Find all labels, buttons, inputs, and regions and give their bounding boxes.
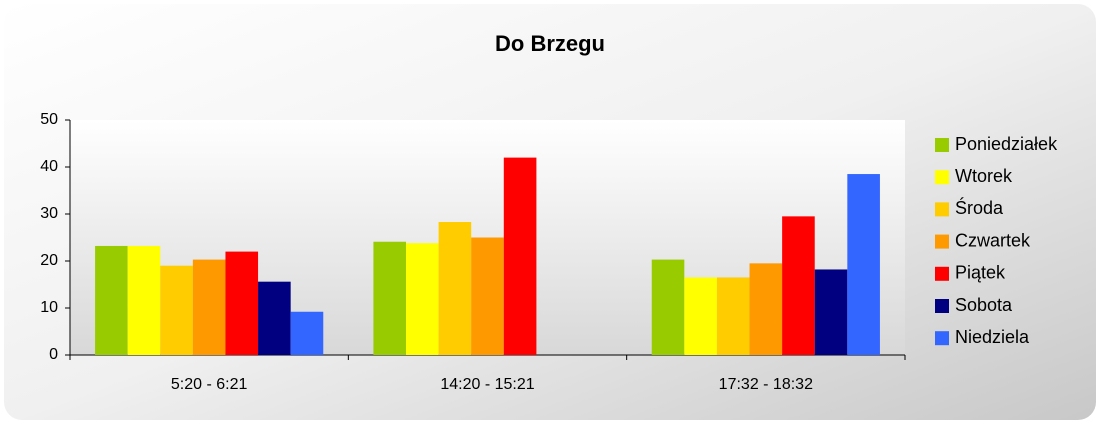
y-tick-label: 10: [40, 299, 58, 316]
bar: [192, 259, 226, 355]
y-tick-label: 40: [40, 158, 58, 175]
legend-label: Piątek: [955, 263, 1006, 283]
bar: [847, 174, 880, 355]
bar: [684, 277, 717, 355]
bar: [782, 216, 815, 355]
legend-label: Środa: [955, 197, 1004, 218]
bar: [160, 265, 193, 355]
legend-label: Niedziela: [955, 327, 1030, 347]
chart-title: Do Brzegu: [495, 31, 605, 56]
bar: [95, 245, 128, 355]
x-tick-label: 17:32 - 18:32: [719, 376, 813, 393]
y-tick-label: 0: [49, 346, 58, 363]
y-tick-label: 50: [40, 111, 58, 128]
bar: [651, 259, 685, 355]
legend-swatch: [935, 299, 949, 313]
legend-label: Czwartek: [955, 230, 1031, 250]
bar: [471, 237, 504, 355]
bar: [258, 281, 291, 355]
y-tick-label: 20: [40, 252, 58, 269]
bar: [406, 243, 439, 355]
legend-swatch: [935, 138, 949, 152]
bar: [127, 245, 161, 355]
legend-label: Sobota: [955, 295, 1013, 315]
y-tick-label: 30: [40, 205, 58, 222]
legend-swatch: [935, 170, 949, 185]
x-tick-label: 5:20 - 6:21: [171, 376, 248, 393]
legend-label: Wtorek: [955, 166, 1013, 186]
bar: [814, 269, 848, 355]
bar: [438, 221, 472, 355]
legend-label: Poniedziałek: [955, 134, 1058, 154]
legend-swatch: [935, 202, 949, 217]
x-tick-label: 14:20 - 15:21: [440, 376, 534, 393]
legend-swatch: [935, 266, 949, 281]
bar: [749, 263, 783, 355]
bar: [503, 157, 537, 355]
bar: [716, 277, 750, 355]
bar: [225, 251, 259, 355]
bar: [373, 241, 406, 355]
bar: [290, 311, 324, 355]
legend-swatch: [935, 331, 949, 346]
legend-swatch: [935, 234, 949, 249]
